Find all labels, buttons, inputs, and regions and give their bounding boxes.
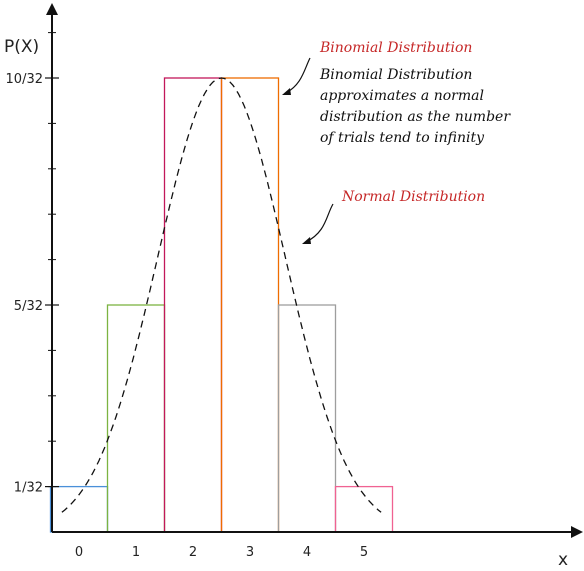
binomial-pointer-arrowhead bbox=[282, 88, 291, 95]
bar-0 bbox=[49, 485, 109, 533]
bars bbox=[49, 77, 394, 533]
binomial-annotation-line-3: distribution as the number bbox=[320, 109, 511, 125]
x-tick-label-0: 0 bbox=[75, 545, 83, 560]
x-tick-label-4: 4 bbox=[303, 545, 311, 560]
y-tick-label: 1/32 bbox=[14, 481, 43, 496]
binomial-pointer-arrow bbox=[285, 57, 311, 94]
y-tick-labels: 1/32 5/32 10/32 bbox=[6, 72, 59, 496]
bar-5 bbox=[334, 485, 394, 533]
normal-annotation-title: Normal Distribution bbox=[341, 189, 485, 205]
normal-pointer-arrowhead bbox=[302, 237, 311, 244]
normal-pointer-arrow bbox=[305, 203, 334, 243]
y-axis-arrow bbox=[46, 3, 58, 15]
x-tick-label-5: 5 bbox=[360, 545, 368, 560]
binomial-annotation-line-1: Binomial Distribution bbox=[319, 67, 472, 83]
normal-curve bbox=[61, 77, 382, 513]
x-tick-labels: 0 1 2 3 4 5 bbox=[75, 545, 368, 560]
x-tick-label-3: 3 bbox=[246, 545, 254, 560]
y-tick-label: 10/32 bbox=[6, 72, 43, 87]
x-tick-label-1: 1 bbox=[132, 545, 140, 560]
bar-3 bbox=[220, 77, 280, 533]
binomial-annotation-title: Binomial Distribution bbox=[319, 40, 472, 56]
binomial-annotation-line-2: approximates a normal bbox=[320, 88, 484, 104]
y-tick-label: 5/32 bbox=[14, 299, 43, 314]
x-axis-arrow bbox=[571, 526, 583, 538]
x-axis-title: x bbox=[558, 550, 568, 570]
bar-2 bbox=[163, 77, 223, 533]
binomial-annotation-line-4: of trials tend to infinity bbox=[320, 130, 485, 146]
x-tick-label-2: 2 bbox=[189, 545, 197, 560]
y-axis-title: P(X) bbox=[4, 37, 39, 57]
